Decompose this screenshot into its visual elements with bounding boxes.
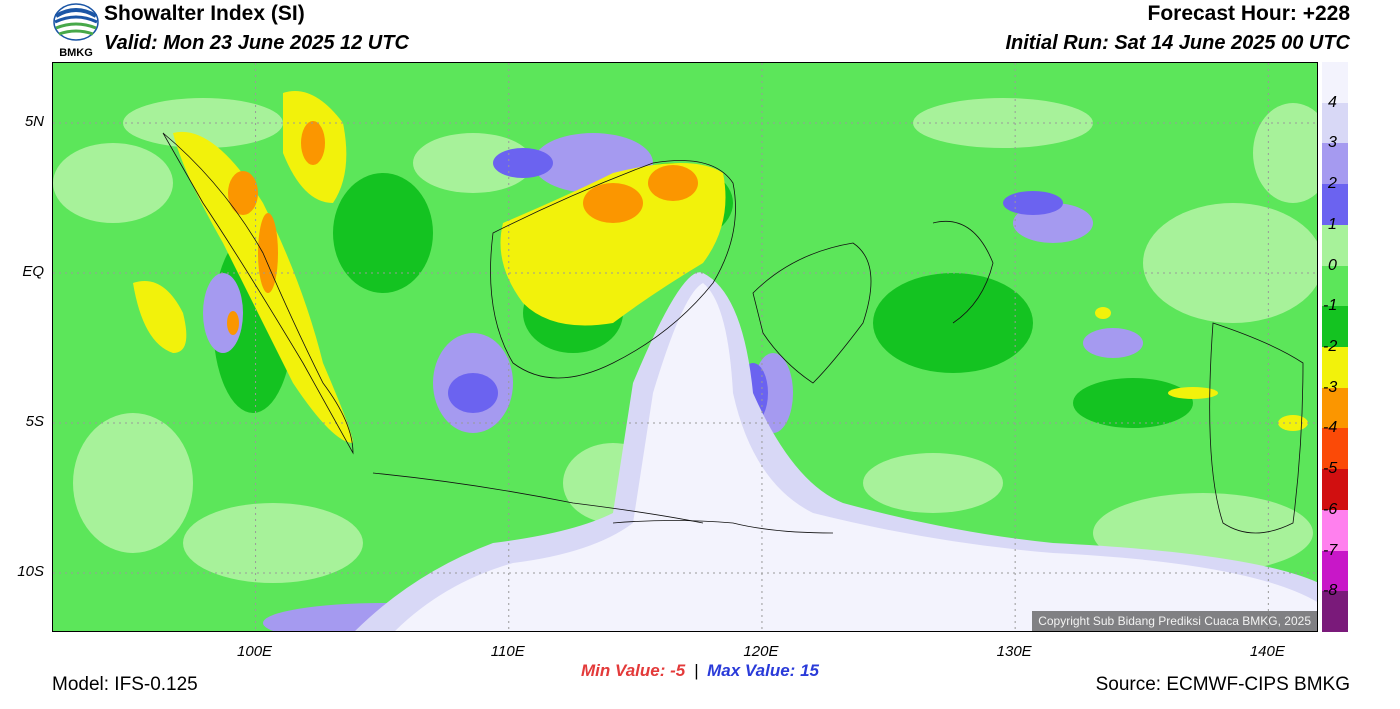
lon-label: 140E (1249, 643, 1285, 660)
white-areas (395, 283, 1317, 631)
colorbar-label: 1 (1328, 215, 1337, 233)
colorbar-label: 2 (1328, 175, 1337, 193)
colorbar-segment (1322, 102, 1348, 144)
separator: | (693, 661, 699, 680)
min-value: -5 (670, 661, 686, 680)
valid-time: Valid: Mon 23 June 2025 12 UTC (104, 32, 409, 54)
lon-label: 130E (996, 643, 1032, 660)
map-title: Showalter Index (SI) (104, 2, 305, 25)
colorbar-label: -3 (1323, 378, 1338, 396)
max-value: 15 (800, 661, 819, 680)
colorbar-label: -1 (1323, 297, 1338, 315)
colorbar-label: -4 (1323, 419, 1338, 437)
colorbar-segment (1322, 428, 1348, 470)
lon-label: 110E (490, 643, 525, 660)
colorbar-label: 4 (1328, 93, 1337, 111)
showalter-field (53, 63, 1317, 631)
lat-label: EQ (22, 263, 44, 280)
map-area[interactable]: Copyright Sub Bidang Prediksi Cuaca BMKG… (52, 62, 1318, 632)
colorbar-segment (1322, 224, 1348, 267)
min-label: Min Value: (581, 661, 666, 680)
colorbar-label: 3 (1328, 134, 1337, 152)
colorbar-segment (1322, 550, 1348, 592)
lon-label: 100E (237, 643, 273, 660)
colorbar-segment (1322, 591, 1348, 633)
lat-label: 5S (25, 413, 44, 430)
initial-run: Initial Run: Sat 14 June 2025 00 UTC (1005, 32, 1350, 54)
colorbar-segment (1322, 469, 1348, 511)
colorbar-segment (1322, 347, 1348, 389)
colorbar-label: -8 (1323, 582, 1338, 600)
colorbar-label: 0 (1328, 256, 1337, 274)
copyright-notice: Copyright Sub Bidang Prediksi Cuaca BMKG… (1032, 611, 1317, 631)
forecast-hour: Forecast Hour: +228 (1147, 2, 1351, 25)
model-info: Model: IFS-0.125 (52, 674, 198, 695)
source-info: Source: ECMWF-CIPS BMKG (1095, 674, 1350, 695)
colorbar (1322, 62, 1348, 633)
colorbar-segment (1322, 387, 1348, 429)
min-max-line: Min Value: -5 | Max Value: 15 (0, 661, 1400, 681)
colorbar-label: -7 (1323, 541, 1338, 559)
colorbar-segment (1322, 265, 1348, 307)
colorbar-segment (1322, 143, 1348, 185)
colorbar-segment (1322, 509, 1348, 552)
lon-label: 120E (743, 643, 779, 660)
pale-lavender-areas (355, 272, 1317, 631)
svg-text:BMKG: BMKG (59, 47, 93, 58)
max-label: Max Value: (707, 661, 796, 680)
colorbar-label: -6 (1323, 500, 1338, 518)
colorbar-segment (1322, 184, 1348, 226)
colorbar-label: -2 (1323, 338, 1338, 355)
lat-label: 10S (17, 563, 44, 580)
colorbar-label: -5 (1323, 460, 1338, 478)
lat-label: 5N (24, 113, 44, 130)
colorbar-segment (1322, 306, 1348, 348)
coastlines (162, 132, 1304, 534)
gridlines (53, 63, 1317, 631)
colorbar-segment (1322, 62, 1348, 104)
bmkg-logo: BMKG (52, 2, 100, 59)
